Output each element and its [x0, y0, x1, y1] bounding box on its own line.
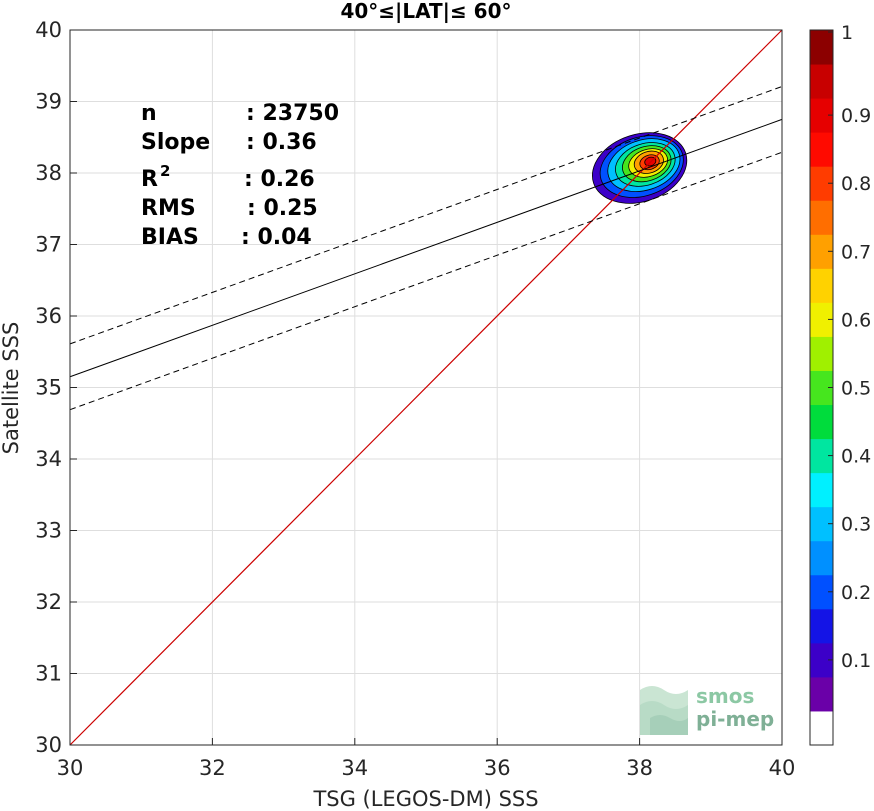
colorbar-segment — [810, 608, 833, 644]
colorbar-segment — [810, 370, 833, 406]
colorbar-segment — [810, 404, 833, 440]
y-tick-label: 37 — [35, 233, 62, 257]
y-tick-label: 33 — [35, 519, 62, 543]
x-tick-label: 34 — [341, 756, 368, 780]
colorbar-tick-label: 0.8 — [841, 173, 871, 195]
regression-lines — [69, 29, 783, 746]
stat-value: : 0.25 — [247, 196, 318, 221]
x-axis-label: TSG (LEGOS-DM) SSS — [312, 787, 538, 811]
y-tick-label: 30 — [35, 733, 62, 757]
axis-ticks: 30 32 34 36 38 40 30 31 32 33 34 35 36 37 38 39 40 — [35, 18, 795, 780]
stat-label: RMS — [141, 196, 196, 221]
y-tick-label: 38 — [35, 161, 62, 185]
colorbar-segment — [810, 268, 833, 303]
colorbar-segment — [810, 30, 833, 65]
stat-label: Slope — [141, 130, 210, 155]
y-tick-label: 36 — [35, 304, 62, 328]
colorbar-segment — [810, 438, 833, 474]
stat-value: : 0.36 — [246, 130, 317, 155]
colorbar-tick-label: 0.4 — [841, 446, 871, 468]
colorbar-segment — [810, 710, 833, 746]
y-tick-label: 39 — [35, 90, 62, 114]
y-tick-label: 32 — [35, 590, 62, 614]
colorbar-segment — [810, 166, 833, 201]
colorbar-tick-label: 0.5 — [841, 378, 871, 400]
colorbar-segment — [810, 64, 833, 99]
colorbar-tick-label: 0.9 — [841, 105, 871, 127]
stat-label: R — [141, 167, 158, 192]
colorbar-segment — [810, 574, 833, 610]
y-axis-label: Satellite SSS — [0, 322, 23, 455]
x-tick-label: 40 — [769, 756, 796, 780]
colorbar: 0.1 0.2 0.3 0.4 0.5 0.6 0.7 0.8 0.9 1 — [809, 22, 871, 746]
stats-annotation: n : 23750 Slope : 0.36 R 2 : 0.26 RMS : 0.25 BIAS… — [141, 101, 339, 250]
colorbar-segment — [810, 472, 833, 508]
y-tick-label: 35 — [35, 376, 62, 400]
grid — [69, 29, 783, 746]
chart-title: 40°≤|LAT|≤ 60° — [340, 0, 511, 23]
identity-line — [69, 29, 783, 746]
x-tick-label: 30 — [57, 756, 84, 780]
colorbar-segment — [810, 642, 833, 678]
x-tick-label: 36 — [484, 756, 511, 780]
colorbar-segment — [810, 540, 833, 576]
x-tick-label: 38 — [626, 756, 653, 780]
colorbar-tick-label: 0.6 — [841, 309, 871, 331]
colorbar-tick-label: 0.2 — [841, 582, 871, 604]
colorbar-segment — [810, 336, 833, 371]
stat-label-sup: 2 — [160, 162, 170, 180]
colorbar-segment — [810, 676, 833, 712]
colorbar-segment — [810, 200, 833, 235]
stat-label: BIAS — [141, 225, 199, 250]
watermark-line2: pi-mep — [696, 707, 774, 731]
colorbar-tick-label: 1 — [841, 22, 853, 44]
stat-label: n — [141, 101, 157, 126]
colorbar-segment — [810, 234, 833, 269]
colorbar-segment — [810, 302, 833, 337]
colorbar-tick-label: 0.3 — [841, 514, 871, 536]
colorbar-segment — [810, 98, 833, 133]
y-tick-label: 34 — [35, 447, 62, 471]
fit-line — [69, 118, 783, 378]
stat-value: : 0.26 — [244, 167, 315, 192]
watermark-line1: smos — [696, 684, 754, 708]
logo-wave-icon — [640, 686, 688, 735]
colorbar-tick-label: 0.7 — [841, 241, 871, 263]
fit-lower-band — [69, 151, 783, 411]
colorbar-segment — [810, 132, 833, 167]
x-tick-label: 32 — [199, 756, 226, 780]
fit-upper-band — [69, 86, 783, 345]
colorbar-segment — [810, 506, 833, 542]
stat-value: : 23750 — [246, 101, 339, 126]
y-tick-label: 40 — [35, 18, 62, 42]
stat-value: : 0.04 — [241, 225, 312, 250]
colorbar-tick-label: 0.1 — [841, 650, 871, 672]
watermark-logo: smos pi-mep — [640, 684, 774, 735]
y-tick-label: 31 — [35, 662, 62, 686]
